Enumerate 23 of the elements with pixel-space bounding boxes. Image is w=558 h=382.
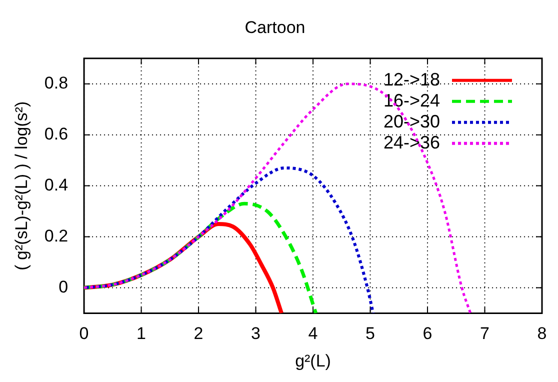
x-tick-label: 3 <box>251 324 261 344</box>
x-tick-label: 4 <box>308 324 318 344</box>
x-tick-label: 2 <box>194 324 204 344</box>
x-tick-label: 5 <box>366 324 375 344</box>
y-tick-label: 0.2 <box>44 226 68 246</box>
line-series <box>84 166 375 314</box>
chart-title: Cartoon <box>244 18 306 37</box>
y-axis-title: ( g²(sL)-g²(L) ) / log(s²) <box>12 101 31 270</box>
y-tick-label: 0 <box>58 277 68 296</box>
line-series <box>84 202 318 314</box>
x-tick-label: 0 <box>79 324 89 344</box>
x-axis-title: g²(L) <box>295 351 331 370</box>
y-tick-label: 0.8 <box>44 74 68 93</box>
legend-label: 12->18 <box>383 69 440 90</box>
y-tick-label: 0.6 <box>44 124 68 144</box>
x-tick-label: 7 <box>480 324 490 344</box>
y-tick-label: 0.4 <box>44 175 68 194</box>
x-tick-label: 6 <box>422 324 432 344</box>
x-tick-label: 1 <box>136 324 146 344</box>
legend-label: 24->36 <box>383 132 440 152</box>
x-tick-label: 8 <box>537 324 547 344</box>
legend-label: 16->24 <box>383 90 440 110</box>
legend-label: 20->30 <box>383 111 440 132</box>
